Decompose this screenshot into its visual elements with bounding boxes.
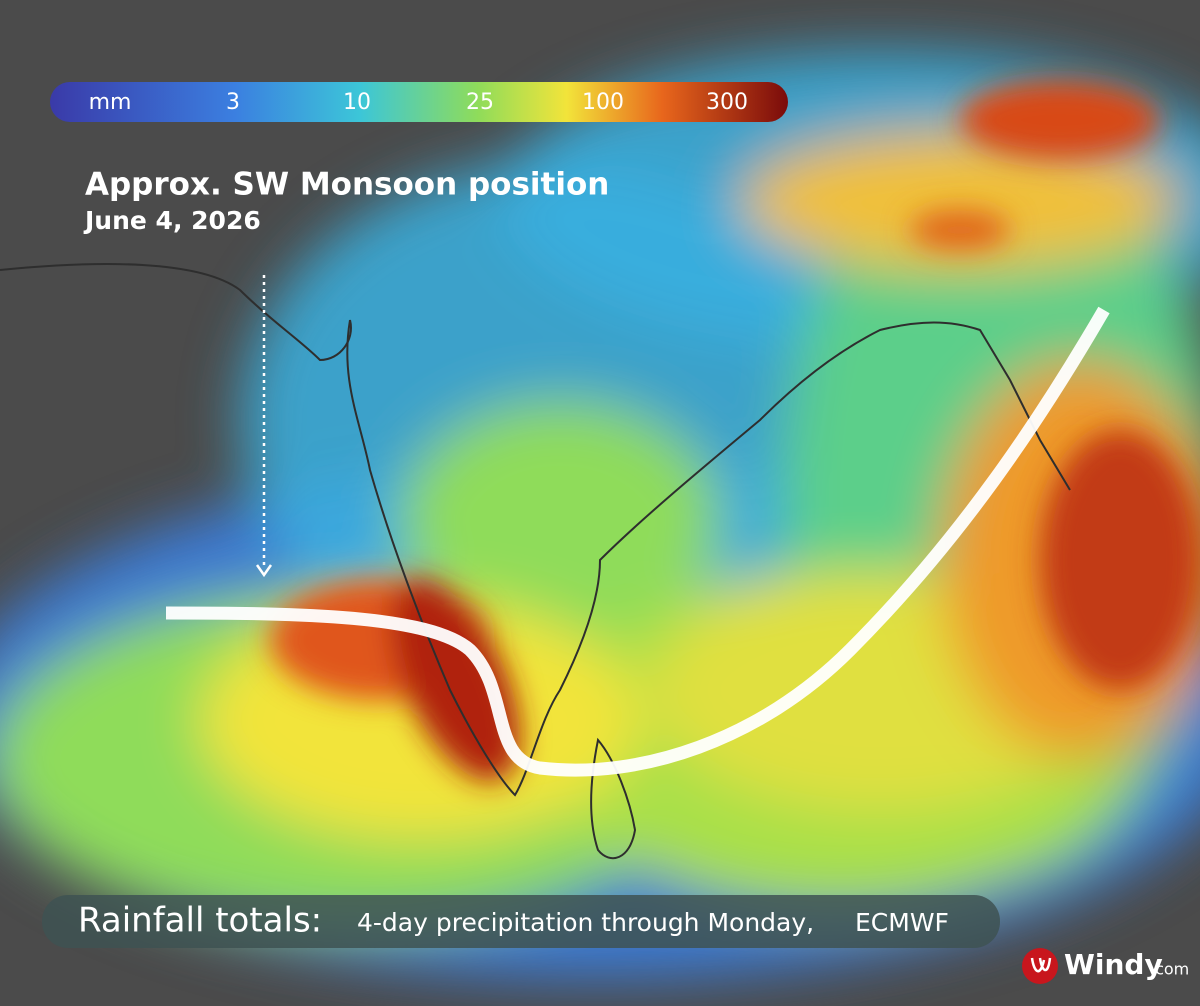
logo-icon (1022, 948, 1058, 984)
annotation-title: Approx. SW Monsoon position (85, 167, 609, 203)
logo-mark (1030, 957, 1052, 973)
annotation-date: June 4, 2026 (83, 206, 261, 235)
logo-name: Windy (1064, 948, 1163, 981)
monsoon-line (165, 306, 1110, 777)
logo-suffix: .com (1150, 960, 1189, 979)
arrow-head (255, 564, 273, 578)
footer-source: ECMWF (855, 908, 949, 937)
legend-label: 100 (582, 90, 624, 115)
footer-bar (42, 895, 1000, 948)
legend-label: 10 (343, 90, 371, 115)
legend-label: mm (89, 90, 132, 115)
coastlines (0, 263, 1071, 860)
legend-labels: mm 3 10 25 100 300 (89, 90, 748, 115)
rainfall-field (0, 50, 1200, 980)
footer-label: Rainfall totals: (78, 901, 322, 941)
legend-bar (50, 82, 788, 122)
legend-label: 3 (226, 90, 240, 115)
footer-description: 4-day precipitation through Monday, (357, 908, 814, 937)
legend-label: 25 (466, 90, 494, 115)
legend-label: 300 (706, 90, 748, 115)
